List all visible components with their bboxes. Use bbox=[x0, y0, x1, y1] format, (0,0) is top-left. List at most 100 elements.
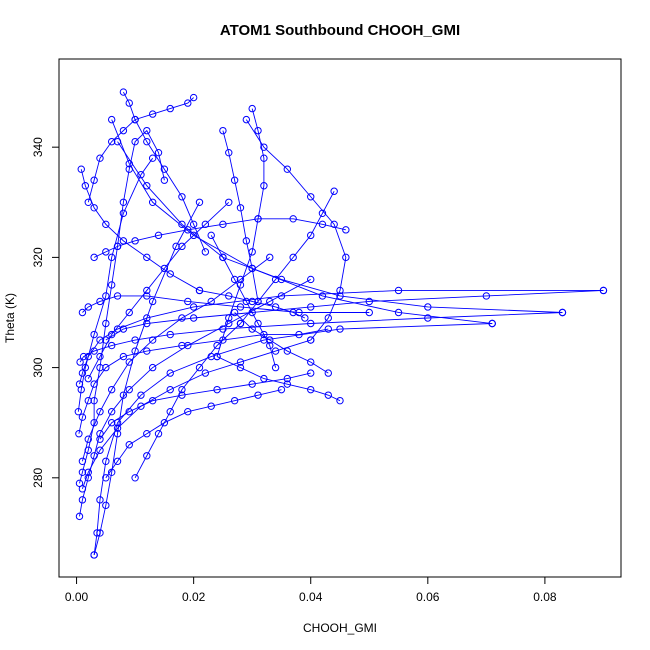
data-point bbox=[90, 204, 98, 212]
data-point bbox=[307, 319, 315, 328]
data-point bbox=[260, 182, 268, 190]
data-point bbox=[125, 441, 133, 449]
data-point bbox=[189, 314, 198, 322]
data-point bbox=[148, 110, 157, 118]
data-point bbox=[90, 176, 98, 184]
data-point bbox=[307, 385, 315, 394]
data-point bbox=[289, 308, 297, 317]
data-point bbox=[154, 430, 163, 438]
data-series bbox=[242, 115, 350, 344]
data-point bbox=[90, 380, 98, 388]
data-point bbox=[107, 137, 116, 146]
data-point bbox=[242, 115, 251, 124]
data-point bbox=[254, 215, 262, 223]
data-point bbox=[160, 264, 169, 273]
data-point bbox=[102, 292, 110, 300]
data-point bbox=[394, 286, 403, 295]
data-point bbox=[125, 308, 133, 317]
data-series bbox=[90, 215, 350, 262]
data-point bbox=[125, 385, 133, 394]
data-point bbox=[271, 347, 280, 355]
data-point bbox=[488, 319, 496, 328]
data-point bbox=[184, 297, 192, 306]
data-point bbox=[107, 407, 116, 416]
data-point bbox=[113, 242, 122, 251]
data-point bbox=[277, 292, 286, 300]
series-line bbox=[245, 119, 347, 341]
x-tick-label: 0.02 bbox=[182, 590, 206, 604]
data-point bbox=[248, 380, 256, 388]
data-point bbox=[254, 319, 262, 328]
data-point bbox=[107, 253, 116, 262]
data-point bbox=[125, 160, 133, 168]
data-point bbox=[166, 385, 174, 394]
data-point bbox=[189, 303, 198, 311]
data-point bbox=[184, 99, 192, 107]
data-point bbox=[225, 148, 233, 157]
data-point bbox=[201, 220, 210, 229]
data-point bbox=[166, 104, 174, 113]
data-point bbox=[76, 358, 84, 366]
series-line bbox=[93, 218, 346, 258]
data-point bbox=[107, 419, 116, 427]
data-point bbox=[242, 297, 251, 306]
data-point bbox=[96, 430, 104, 438]
data-point bbox=[119, 391, 128, 399]
data-point bbox=[201, 369, 210, 377]
data-point bbox=[102, 501, 110, 510]
series-line bbox=[222, 130, 259, 302]
data-point bbox=[482, 292, 491, 300]
data-point bbox=[143, 182, 151, 190]
data-point bbox=[230, 176, 239, 184]
y-axis: 280 300 320 340 bbox=[31, 137, 60, 488]
series-line bbox=[87, 97, 194, 203]
data-series bbox=[213, 352, 344, 405]
data-point bbox=[213, 352, 221, 361]
data-point bbox=[148, 198, 157, 206]
data-point bbox=[236, 275, 245, 284]
data-point bbox=[154, 148, 163, 157]
data-point bbox=[219, 253, 227, 262]
series-line bbox=[87, 201, 230, 379]
data-point bbox=[236, 358, 245, 366]
data-point bbox=[318, 209, 327, 218]
data-point bbox=[96, 435, 104, 443]
series-line bbox=[111, 119, 493, 324]
data-series bbox=[75, 275, 315, 521]
data-point bbox=[75, 380, 84, 388]
data-point bbox=[184, 407, 192, 416]
data-point bbox=[113, 424, 122, 432]
data-point bbox=[248, 264, 256, 273]
data-point bbox=[90, 347, 98, 355]
data-point bbox=[107, 341, 116, 350]
data-point bbox=[131, 137, 139, 146]
data-point bbox=[336, 292, 344, 300]
data-series bbox=[84, 198, 233, 383]
data-point bbox=[178, 314, 186, 322]
data-point bbox=[225, 198, 233, 206]
data-point bbox=[225, 319, 233, 328]
data-point bbox=[78, 496, 87, 504]
data-point bbox=[160, 165, 169, 173]
data-point bbox=[75, 512, 84, 521]
data-point bbox=[96, 407, 104, 416]
data-point bbox=[324, 391, 332, 399]
series-line bbox=[199, 290, 306, 319]
data-point bbox=[143, 253, 151, 262]
data-point bbox=[77, 165, 85, 173]
data-point bbox=[78, 369, 87, 377]
data-point bbox=[84, 396, 92, 405]
data-point bbox=[307, 231, 315, 240]
data-point bbox=[96, 529, 104, 537]
data-point bbox=[213, 385, 221, 394]
series-line bbox=[82, 295, 370, 313]
data-point bbox=[137, 391, 145, 399]
data-point bbox=[230, 308, 239, 317]
data-point bbox=[96, 446, 104, 454]
x-axis-label: CHOOH_GMI bbox=[303, 621, 377, 635]
data-point bbox=[119, 209, 128, 218]
data-point bbox=[131, 474, 139, 482]
y-tick-label: 300 bbox=[31, 357, 45, 377]
y-axis-label: Theta (K) bbox=[3, 293, 17, 343]
data-point bbox=[213, 341, 221, 350]
